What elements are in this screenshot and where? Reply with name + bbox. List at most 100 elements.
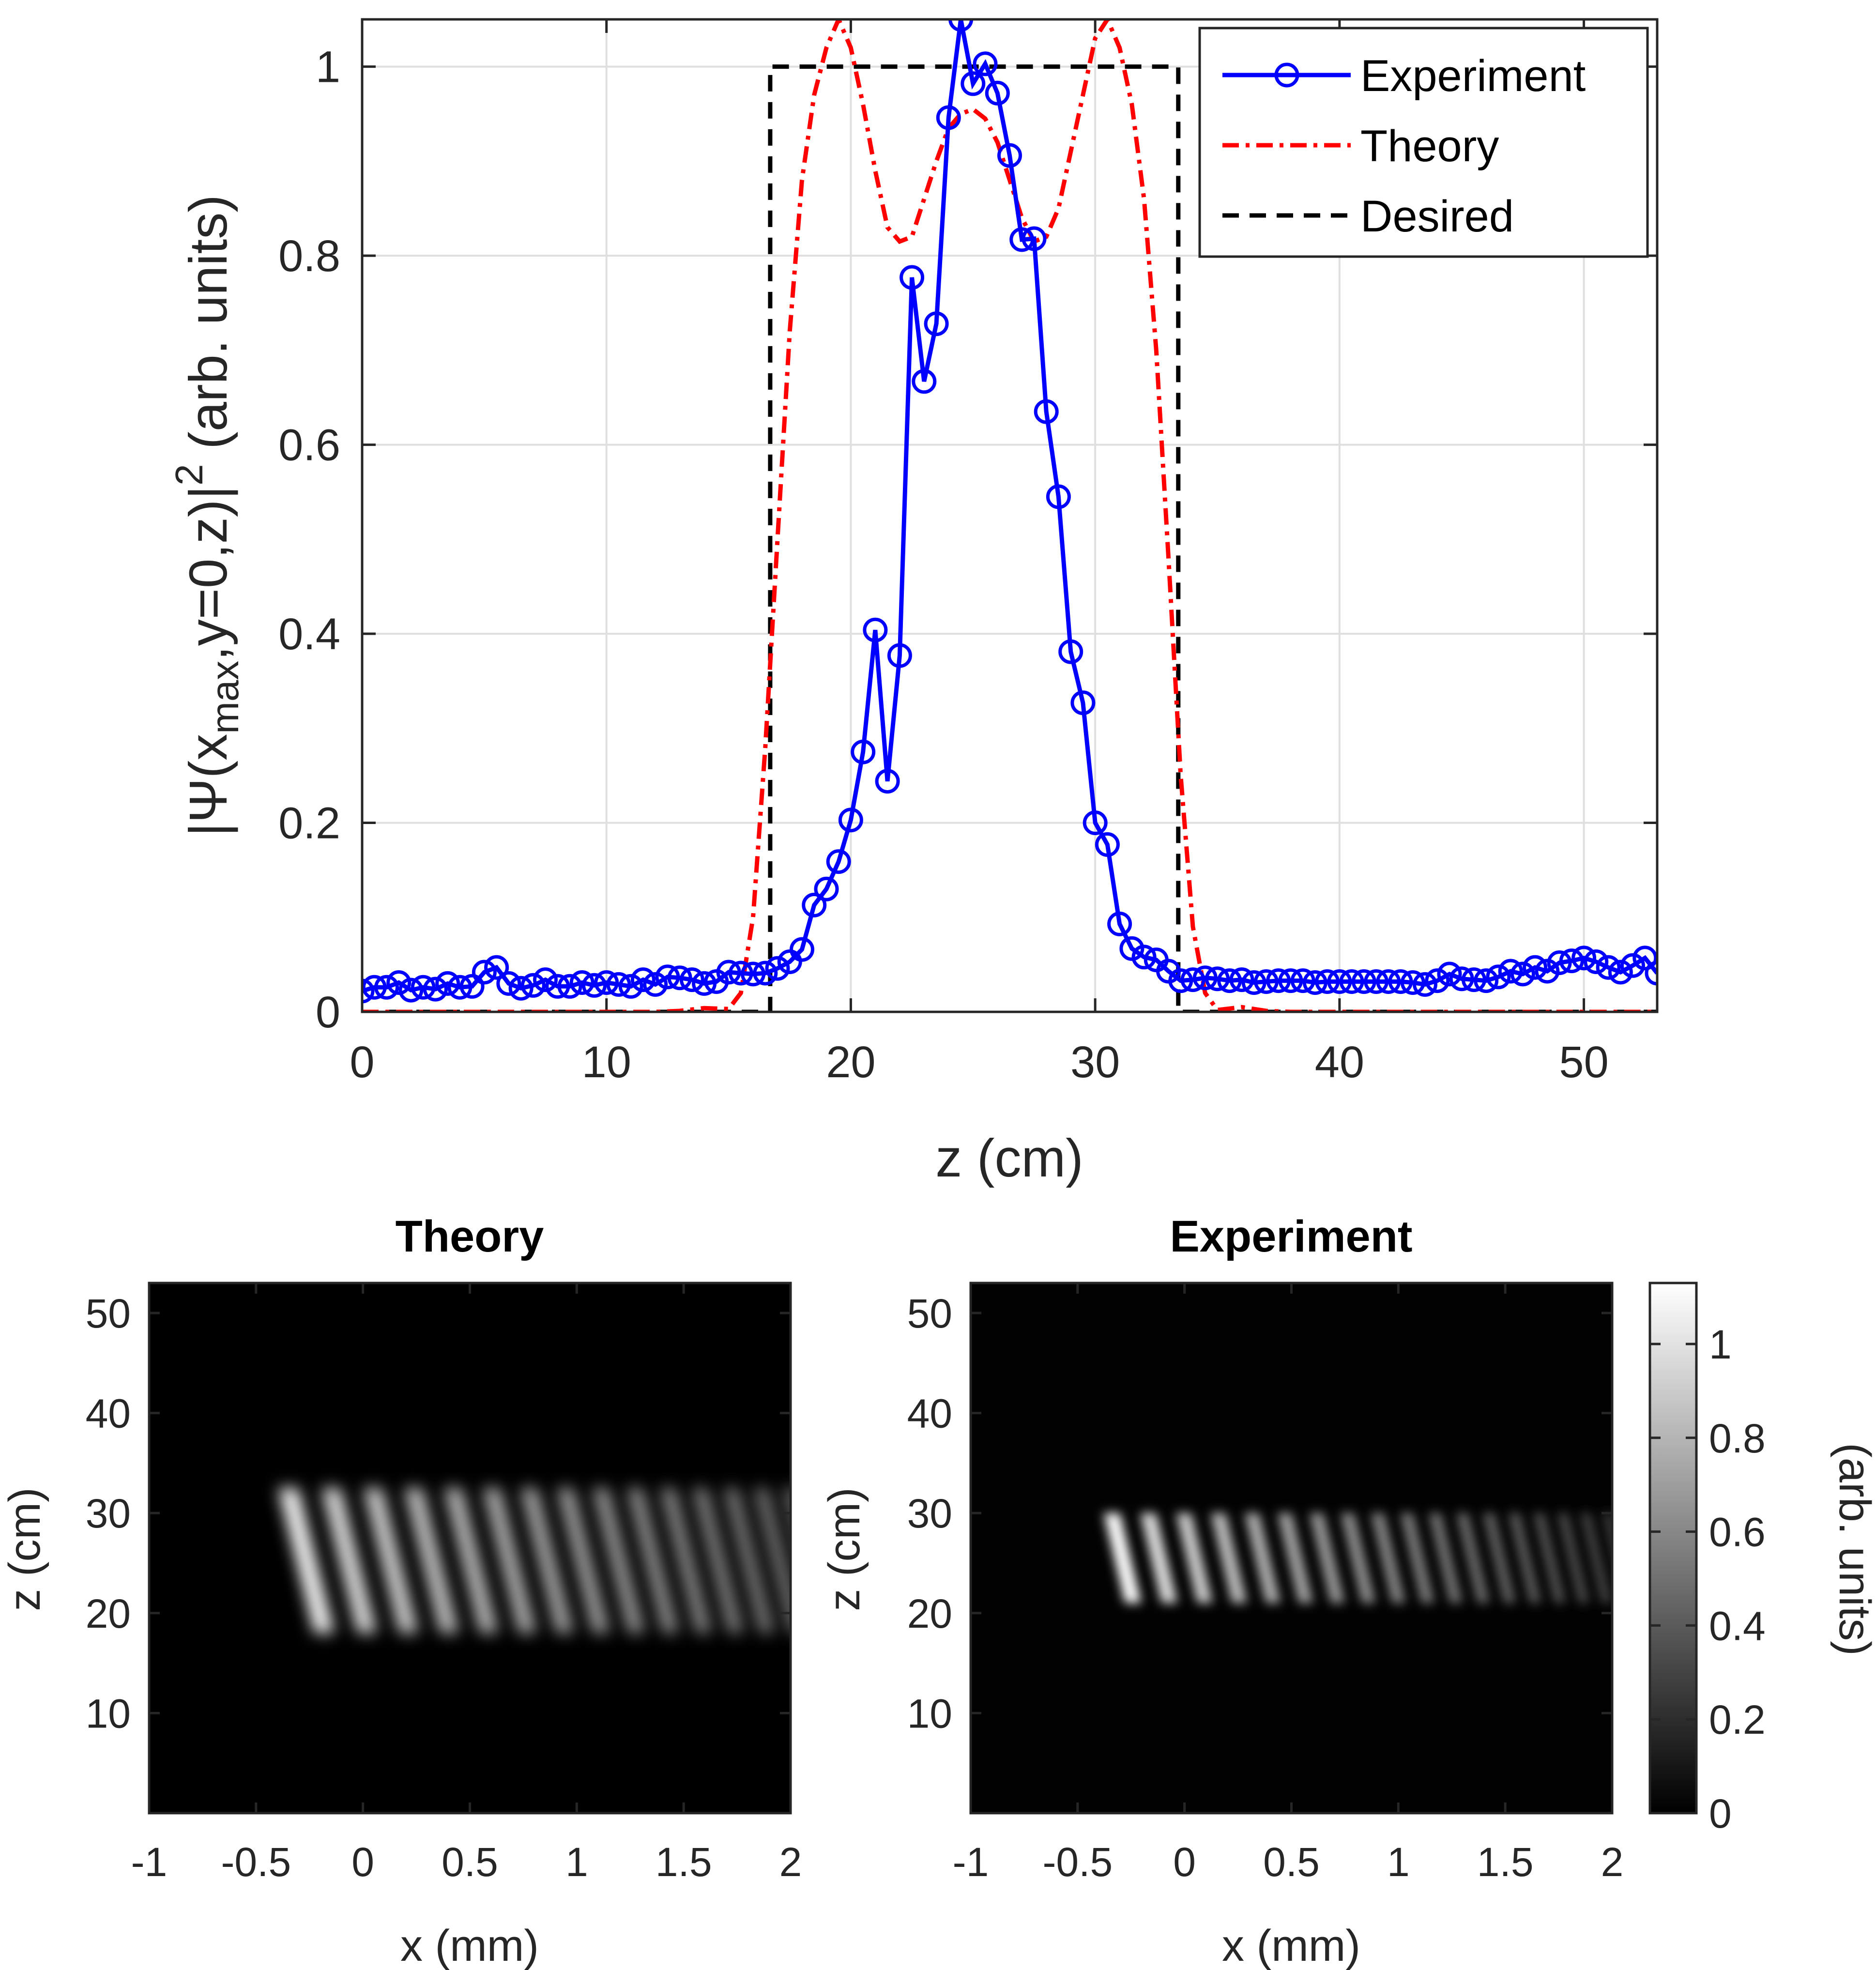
colorbar-tick-label-1: 1: [1709, 1322, 1732, 1367]
experiment-point: [362, 975, 387, 1000]
experiment-point: [386, 970, 412, 995]
experiment-point: [1498, 959, 1523, 984]
experiment-point: [679, 967, 704, 993]
experiment-point: [1290, 968, 1315, 993]
experiment-point: [716, 960, 741, 985]
xtick-label-1: 1: [1387, 1839, 1410, 1885]
fringe: [864, 1488, 912, 1634]
xtick-label-0: 0: [1173, 1839, 1196, 1885]
experiment-point: [1535, 959, 1560, 984]
ytick-label-20: 20: [86, 1591, 131, 1636]
xtick-label-2: 2: [779, 1839, 802, 1885]
colorbar-tick-label-0.4: 0.4: [1709, 1603, 1766, 1649]
experiment-point: [1192, 965, 1218, 991]
experiment-point: [887, 643, 912, 668]
experiment-point: [924, 311, 949, 336]
fringe: [1456, 1513, 1490, 1603]
xtick-label-1.5: 1.5: [656, 1839, 712, 1885]
fringe: [1277, 1513, 1313, 1603]
experiment-point: [508, 976, 534, 1001]
experiment-point: [594, 970, 619, 995]
experiment-point: [948, 19, 974, 32]
experiment-point: [985, 80, 1010, 106]
experiment-point: [1046, 484, 1071, 509]
experiment-point: [1596, 955, 1621, 980]
fringe: [520, 1488, 573, 1634]
experiment-point: [1474, 968, 1499, 993]
experiment-point: [1083, 810, 1108, 835]
svg-text:Desired: Desired: [1360, 192, 1514, 241]
ytick-label-30: 30: [907, 1491, 952, 1536]
experiment-point: [1107, 911, 1132, 936]
xtick-label-50: 50: [1559, 1038, 1608, 1087]
experiment-point: [435, 971, 460, 996]
experiment-point: [790, 937, 814, 962]
ytick-label-40: 40: [907, 1391, 952, 1436]
experiment-point: [1559, 948, 1584, 974]
ytick-label-40: 40: [86, 1391, 131, 1436]
line-chart-ylabel: |Ψ(xmax,y=0,z)|2 (arb. units): [168, 195, 246, 837]
experiment-point: [1327, 969, 1352, 994]
experiment-point: [741, 962, 765, 987]
fringe: [1341, 1513, 1376, 1603]
experiment-heatmap-title: Experiment: [1170, 1212, 1412, 1261]
xtick-label--1: -1: [953, 1839, 989, 1885]
experiment-point: [569, 970, 595, 995]
colorbar: 0 0.2 0.4 0.6 0.8 1 (arb. units): [1648, 1282, 1876, 1836]
experiment-point: [606, 972, 631, 997]
xtick-label-2: 2: [1601, 1839, 1624, 1885]
experiment-point: [1351, 969, 1376, 994]
experiment-point: [398, 977, 424, 1003]
experiment-point: [753, 961, 778, 986]
fringe: [1557, 1513, 1589, 1603]
theory-heatmap-tick-labels: -1 -0.5 0 0.5 1 1.5 2 10 20 30 40 50: [86, 1291, 802, 1885]
experiment-point: [1315, 969, 1340, 994]
experiment-point: [362, 978, 375, 1004]
line-chart-tick-labels: 0 10 20 30 40 50 0 0.2 0.4 0.6 0.8 1: [278, 43, 1609, 1087]
experiment-point: [1645, 961, 1657, 986]
experiment-point: [1058, 639, 1083, 664]
legend-box: [1198, 27, 1649, 258]
experiment-point: [961, 71, 986, 96]
legend-item-desired: Desired: [1222, 192, 1514, 241]
colorbar-ticks: 0 0.2 0.4 0.6 0.8 1: [1650, 1322, 1766, 1836]
colorbar-tick-label-0.6: 0.6: [1709, 1510, 1766, 1555]
ytick-label-10: 10: [907, 1691, 952, 1736]
experiment-point: [472, 960, 497, 985]
fringe: [1371, 1513, 1405, 1603]
experiment-heatmap-xlabel: x (mm): [1222, 1921, 1360, 1970]
experiment-point: [692, 971, 717, 996]
experiment-point: [618, 974, 643, 999]
experiment-point: [1413, 972, 1437, 997]
xtick-label-20: 20: [826, 1038, 875, 1087]
xtick-label-40: 40: [1315, 1038, 1364, 1087]
xtick-label-1: 1: [565, 1839, 588, 1885]
ytick-label-20: 20: [907, 1591, 952, 1636]
experiment-point: [1339, 969, 1364, 994]
theory-fringes: [278, 1488, 912, 1634]
fringe: [1400, 1513, 1434, 1603]
fringe: [1602, 1513, 1612, 1554]
theory-heatmap-xlabel: x (mm): [400, 1921, 539, 1970]
fringe: [627, 1488, 679, 1634]
experiment-point: [1070, 690, 1096, 716]
experiment-point: [1510, 962, 1535, 987]
experiment-point: [875, 769, 900, 794]
experiment-point: [863, 617, 888, 642]
experiment-point: [1278, 968, 1303, 993]
experiment-point: [1388, 969, 1413, 994]
ytick-label-0: 0: [316, 988, 340, 1037]
fringe: [1175, 1513, 1213, 1603]
ytick-label-0.2: 0.2: [278, 799, 340, 848]
legend-item-theory: Theory: [1222, 122, 1499, 171]
fringe: [321, 1488, 377, 1634]
experiment-point: [1400, 970, 1425, 995]
ytick-label-0.8: 0.8: [278, 231, 340, 281]
experiment-point: [1217, 968, 1242, 993]
fringe: [557, 1488, 610, 1634]
xtick-label-1.5: 1.5: [1477, 1839, 1534, 1885]
xtick-label-30: 30: [1070, 1038, 1120, 1087]
experiment-point: [728, 961, 753, 986]
fringe: [1309, 1513, 1345, 1603]
experiment-point: [1034, 399, 1059, 424]
